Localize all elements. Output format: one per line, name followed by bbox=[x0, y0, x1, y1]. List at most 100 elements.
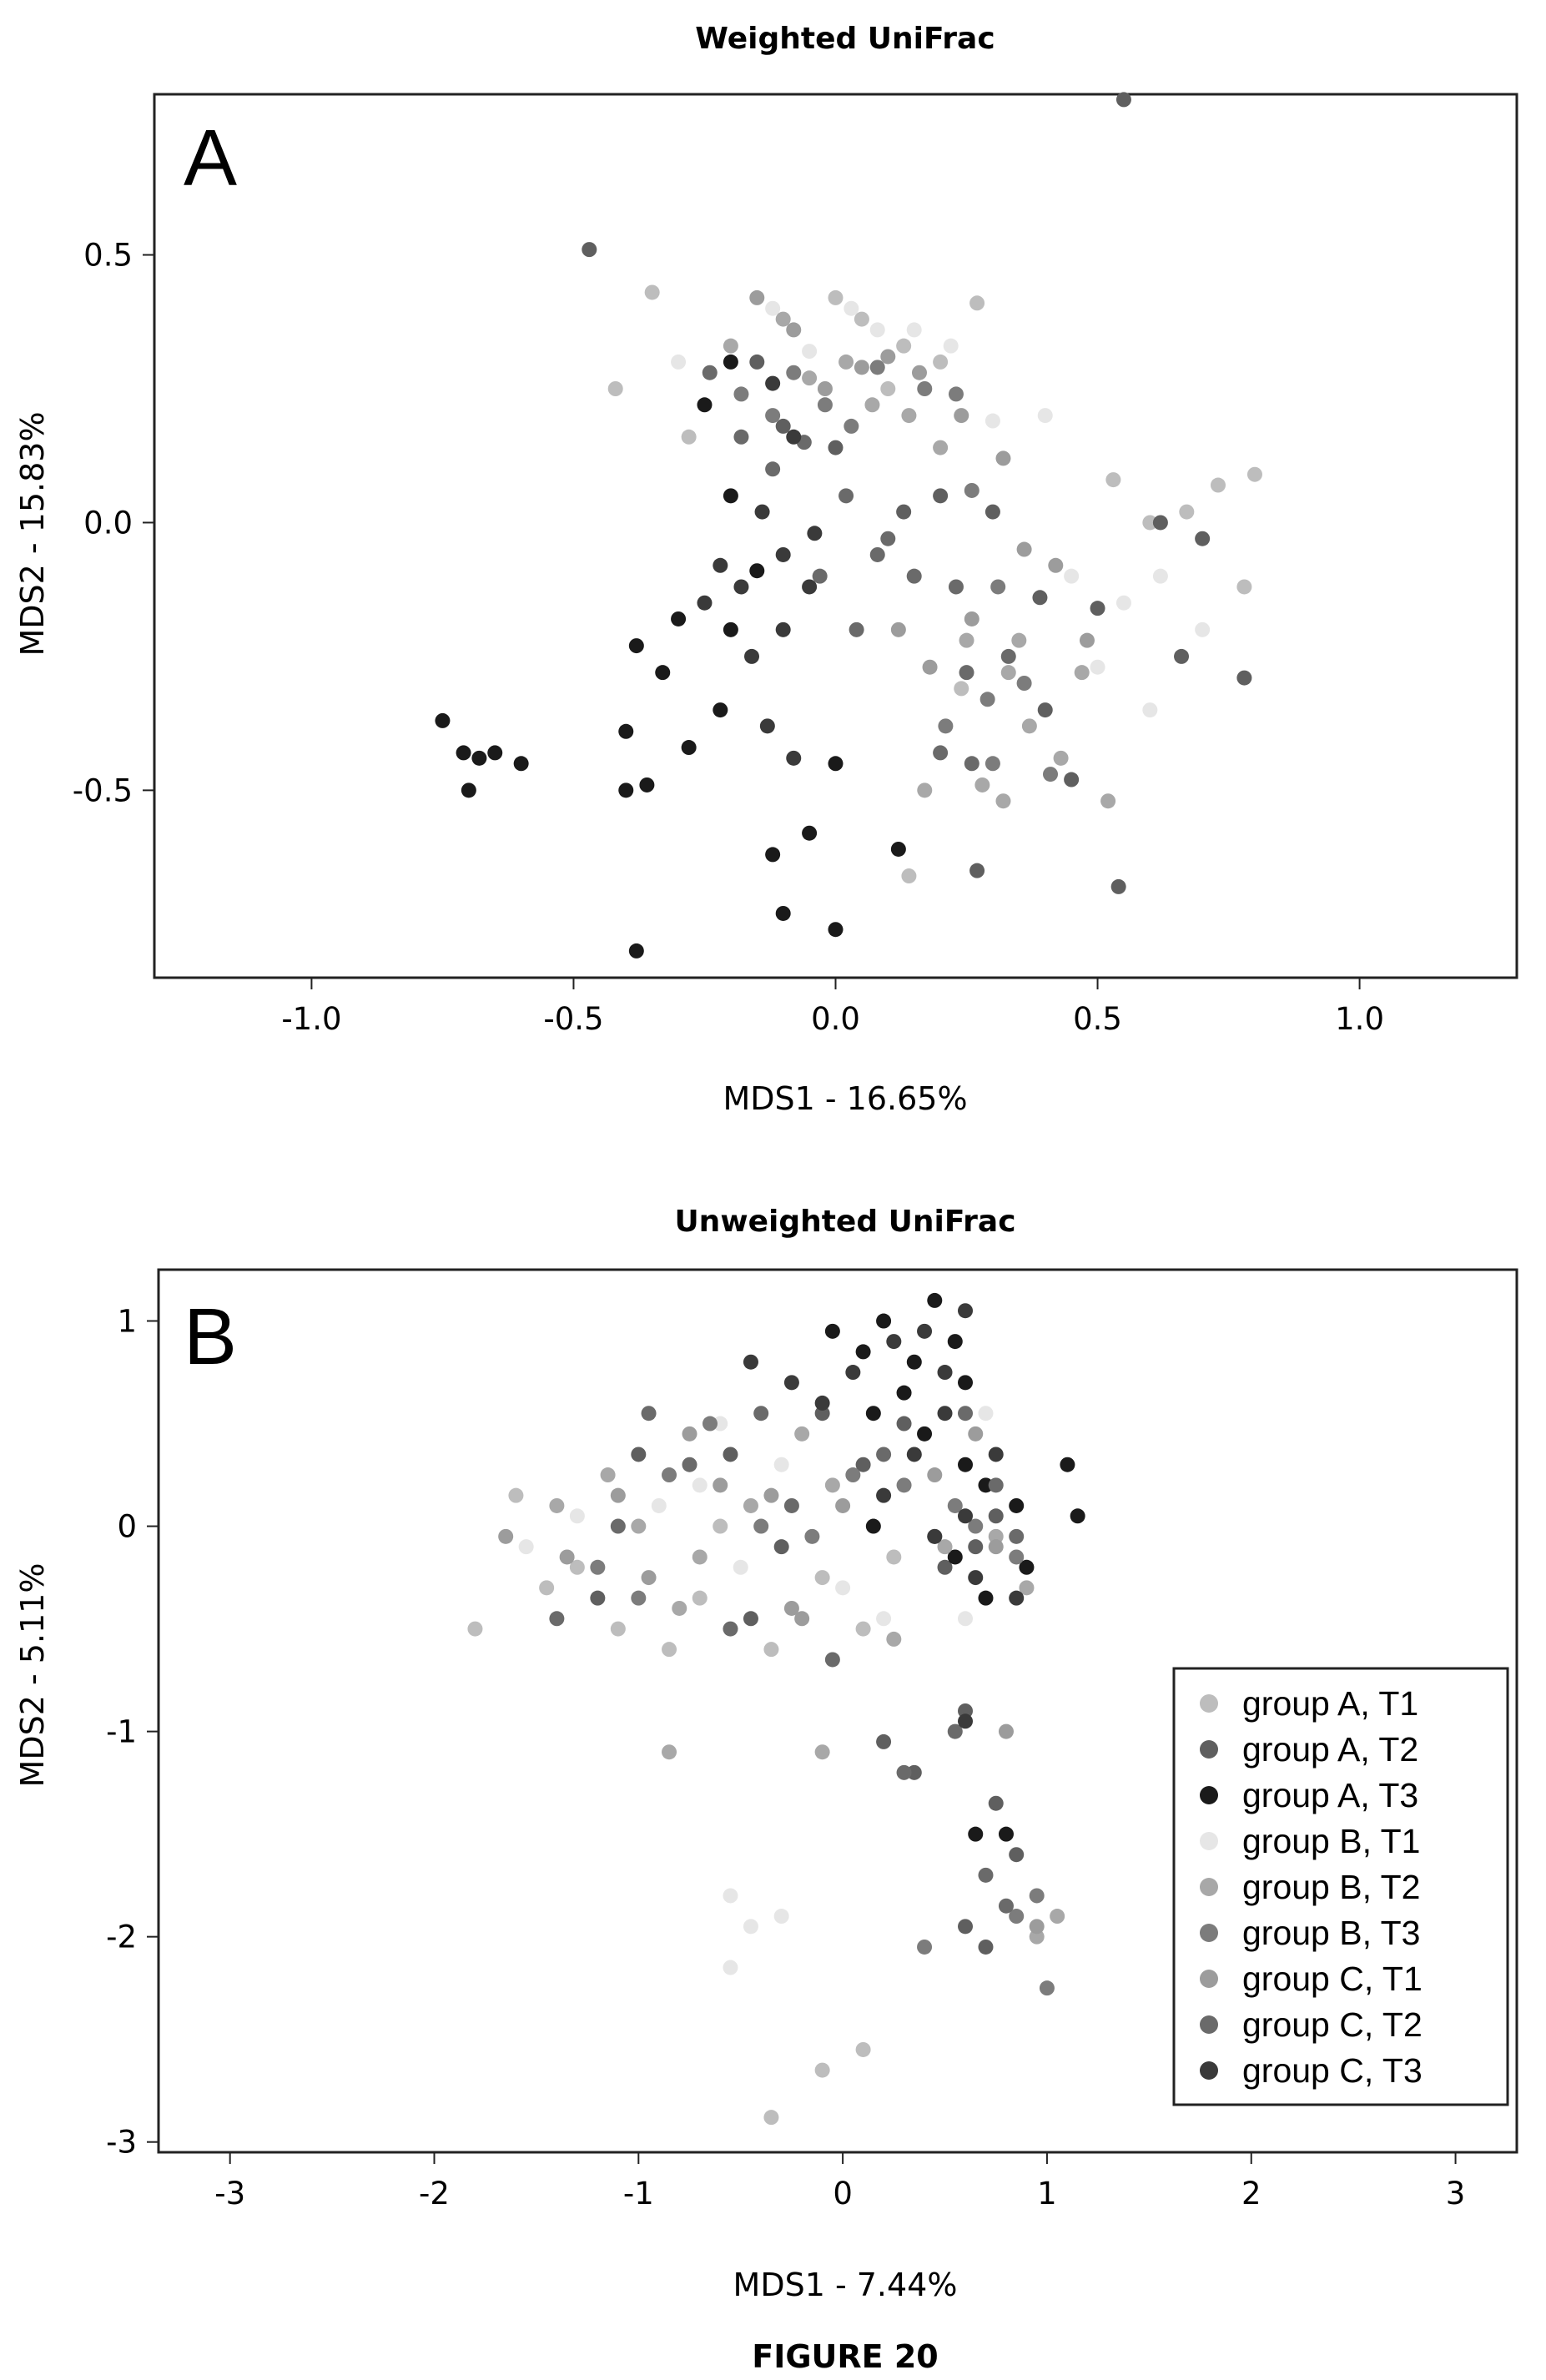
chart-a-point-group-a-t2 bbox=[985, 504, 1000, 520]
chart-b-point-group-a-t3 bbox=[1019, 1559, 1035, 1575]
chart-b-point-group-a-t1 bbox=[569, 1559, 585, 1575]
chart-a-point-group-a-t3 bbox=[456, 745, 471, 761]
chart-b-point-group-b-t2 bbox=[886, 1631, 902, 1647]
chart-b-point-group-c-t1 bbox=[835, 1497, 851, 1513]
chart-b-point-group-b-t3 bbox=[917, 1939, 933, 1955]
legend-marker bbox=[1200, 2015, 1218, 2034]
chart-b-point-group-b-t1 bbox=[569, 1508, 585, 1524]
chart-b-point-group-b-t1 bbox=[723, 1888, 738, 1904]
chart-b-x-tick-label: 2 bbox=[1241, 2176, 1261, 2211]
chart-b-point-group-a-t1 bbox=[692, 1590, 708, 1606]
chart-a-point-group-a-t3 bbox=[775, 905, 791, 921]
chart-b-point-group-a-t3 bbox=[927, 1292, 943, 1308]
legend-label: group A, T3 bbox=[1242, 1776, 1418, 1814]
chart-b-point-group-a-t3 bbox=[968, 1826, 984, 1842]
legend-marker bbox=[1200, 1878, 1218, 1896]
chart-a-point-group-a-t3 bbox=[461, 782, 476, 798]
legend-frame bbox=[1172, 1667, 1509, 2106]
chart-b-point-group-c-t1 bbox=[610, 1487, 626, 1503]
chart-b-point-group-c-t2 bbox=[998, 1898, 1014, 1914]
chart-b-point-group-c-t2 bbox=[824, 1652, 840, 1668]
chart-b-point-group-b-t3 bbox=[631, 1590, 647, 1606]
chart-b-point-group-c-t2 bbox=[549, 1611, 565, 1627]
chart-a-point-group-a-t3 bbox=[723, 354, 738, 370]
chart-b-point-group-c-t2 bbox=[682, 1457, 697, 1472]
chart-b-point-group-a-t1 bbox=[610, 1621, 626, 1637]
chart-a-point-group-c-t2 bbox=[880, 531, 896, 546]
chart-b-point-group-b-t1 bbox=[723, 1960, 738, 1975]
chart-b-point-group-c-t2 bbox=[753, 1406, 769, 1421]
chart-a-point-group-b-t2 bbox=[917, 782, 933, 798]
chart-a-point-group-a-t3 bbox=[471, 750, 487, 766]
chart-b-point-group-a-t3 bbox=[865, 1518, 881, 1534]
chart-a-point-group-b-t1 bbox=[1115, 595, 1131, 611]
chart-b-point-group-c-t2 bbox=[783, 1497, 799, 1513]
chart-b-point-group-c-t3 bbox=[783, 1375, 799, 1391]
chart-b-y-tick-label: 1 bbox=[117, 1304, 137, 1340]
chart-a-point-group-a-t3 bbox=[618, 782, 634, 798]
chart-b-point-group-a-t2 bbox=[958, 1703, 974, 1718]
chart-b-title: Unweighted UniFrac bbox=[674, 1205, 1015, 1239]
chart-a-plot-frame bbox=[153, 93, 1518, 979]
chart-a-x-tick-label: 0.5 bbox=[1073, 1001, 1122, 1037]
chart-b-point-group-a-t3 bbox=[958, 1375, 974, 1391]
chart-b-point-group-a-t2 bbox=[590, 1590, 606, 1606]
chart-a-point-group-b-t3 bbox=[817, 397, 833, 413]
chart-a-point-group-a-t3 bbox=[713, 702, 728, 718]
chart-a-point-group-b-t2 bbox=[959, 632, 974, 648]
legend-marker bbox=[1200, 1740, 1218, 1759]
chart-a-point-group-a-t3 bbox=[618, 723, 634, 739]
chart-a-point-group-a-t1 bbox=[1246, 466, 1262, 482]
chart-b-point-group-b-t1 bbox=[733, 1559, 748, 1575]
chart-a-point-group-a-t2 bbox=[1236, 670, 1252, 686]
chart-a-title: Weighted UniFrac bbox=[695, 22, 995, 56]
chart-a-point-group-b-t3 bbox=[985, 756, 1000, 772]
chart-b-point-group-a-t2 bbox=[988, 1795, 1004, 1811]
chart-a-point-group-a-t3 bbox=[828, 756, 844, 772]
chart-b-point-group-c-t3 bbox=[937, 1365, 953, 1381]
chart-a-point-group-a-t3 bbox=[802, 825, 818, 841]
chart-a-point-group-c-t2 bbox=[702, 365, 718, 380]
chart-a-x-tick-label: -1.0 bbox=[281, 1001, 341, 1037]
chart-a-panel-label: A bbox=[184, 113, 237, 203]
chart-a-point-group-a-t1 bbox=[1105, 472, 1121, 488]
chart-a-x-tick-label: 0.0 bbox=[811, 1001, 860, 1037]
chart-a-point-group-c-t3 bbox=[754, 504, 770, 520]
chart-a-point-group-b-t2 bbox=[838, 354, 854, 370]
chart-a-point-group-b-t2 bbox=[1021, 718, 1037, 734]
chart-a-point-group-b-t2 bbox=[1074, 665, 1090, 681]
legend-marker bbox=[1200, 1832, 1218, 1850]
chart-b-point-group-b-t1 bbox=[651, 1497, 667, 1513]
chart-b-point-group-b-t2 bbox=[1029, 1929, 1045, 1945]
chart-a-point-group-b-t3 bbox=[990, 579, 1006, 595]
chart-a-point-group-c-t1 bbox=[1079, 632, 1095, 648]
chart-a-point-group-c-t1 bbox=[954, 408, 969, 424]
chart-b-point-group-b-t2 bbox=[692, 1549, 708, 1565]
chart-a-point-group-c-t3 bbox=[713, 557, 728, 573]
chart-a-point-group-a-t1 bbox=[828, 289, 844, 305]
chart-a-point-group-c-t2 bbox=[1000, 648, 1016, 664]
chart-a-point-group-a-t2 bbox=[775, 418, 791, 434]
chart-a-point-group-c-t1 bbox=[995, 450, 1011, 466]
chart-a-point-group-a-t2 bbox=[1152, 515, 1168, 531]
chart-b-plot-frame bbox=[157, 1268, 1518, 2154]
chart-a-point-group-a-t3 bbox=[435, 712, 451, 728]
chart-b-point-group-c-t3 bbox=[876, 1487, 892, 1503]
chart-b-point-group-b-t3 bbox=[1029, 1888, 1045, 1904]
chart-a-point-group-b-t1 bbox=[906, 322, 922, 338]
chart-b-point-group-c-t3 bbox=[958, 1508, 974, 1524]
chart-b: -3 -2 -1 0 1 2 3 -3 -2 -1 0 1 bbox=[106, 1268, 1518, 2211]
chart-b-point-group-b-t1 bbox=[773, 1457, 789, 1472]
chart-b-point-group-a-t3 bbox=[906, 1354, 922, 1370]
chart-a-point-group-a-t1 bbox=[1210, 477, 1226, 493]
chart-b-point-group-c-t3 bbox=[958, 1713, 974, 1729]
chart-a-point-group-b-t3 bbox=[948, 386, 964, 402]
chart-a-point-group-a-t1 bbox=[1142, 515, 1158, 531]
legend-marker bbox=[1200, 2061, 1218, 2080]
chart-a-point-group-a-t1 bbox=[896, 338, 912, 354]
chart-b-point-group-a-t1 bbox=[855, 2041, 871, 2057]
chart-b-point-group-c-t1 bbox=[713, 1477, 728, 1493]
chart-b-point-group-c-t1 bbox=[559, 1549, 575, 1565]
chart-a-point-group-c-t1 bbox=[854, 360, 869, 375]
chart-b-point-group-b-t2 bbox=[662, 1744, 677, 1760]
